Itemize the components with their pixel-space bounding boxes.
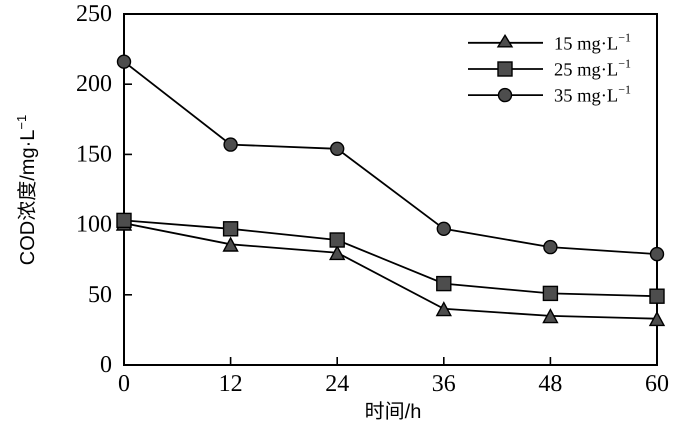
svg-text:时间/h: 时间/h <box>365 401 422 423</box>
svg-text:200: 200 <box>76 71 112 97</box>
svg-text:50: 50 <box>88 282 112 308</box>
svg-text:15 mg·L−1: 15 mg·L−1 <box>554 31 631 55</box>
svg-text:250: 250 <box>76 1 112 27</box>
svg-text:35 mg·L−1: 35 mg·L−1 <box>554 83 631 107</box>
svg-text:36: 36 <box>432 371 456 397</box>
svg-text:0: 0 <box>100 352 112 378</box>
svg-text:25 mg·L−1: 25 mg·L−1 <box>554 57 631 81</box>
svg-text:12: 12 <box>219 371 243 397</box>
svg-text:60: 60 <box>645 371 669 397</box>
svg-text:100: 100 <box>76 212 112 238</box>
svg-text:0: 0 <box>118 371 130 397</box>
svg-text:48: 48 <box>538 371 562 397</box>
svg-text:24: 24 <box>325 371 349 397</box>
svg-text:COD浓度/mg·L−1: COD浓度/mg·L−1 <box>14 115 39 265</box>
svg-text:150: 150 <box>76 141 112 167</box>
